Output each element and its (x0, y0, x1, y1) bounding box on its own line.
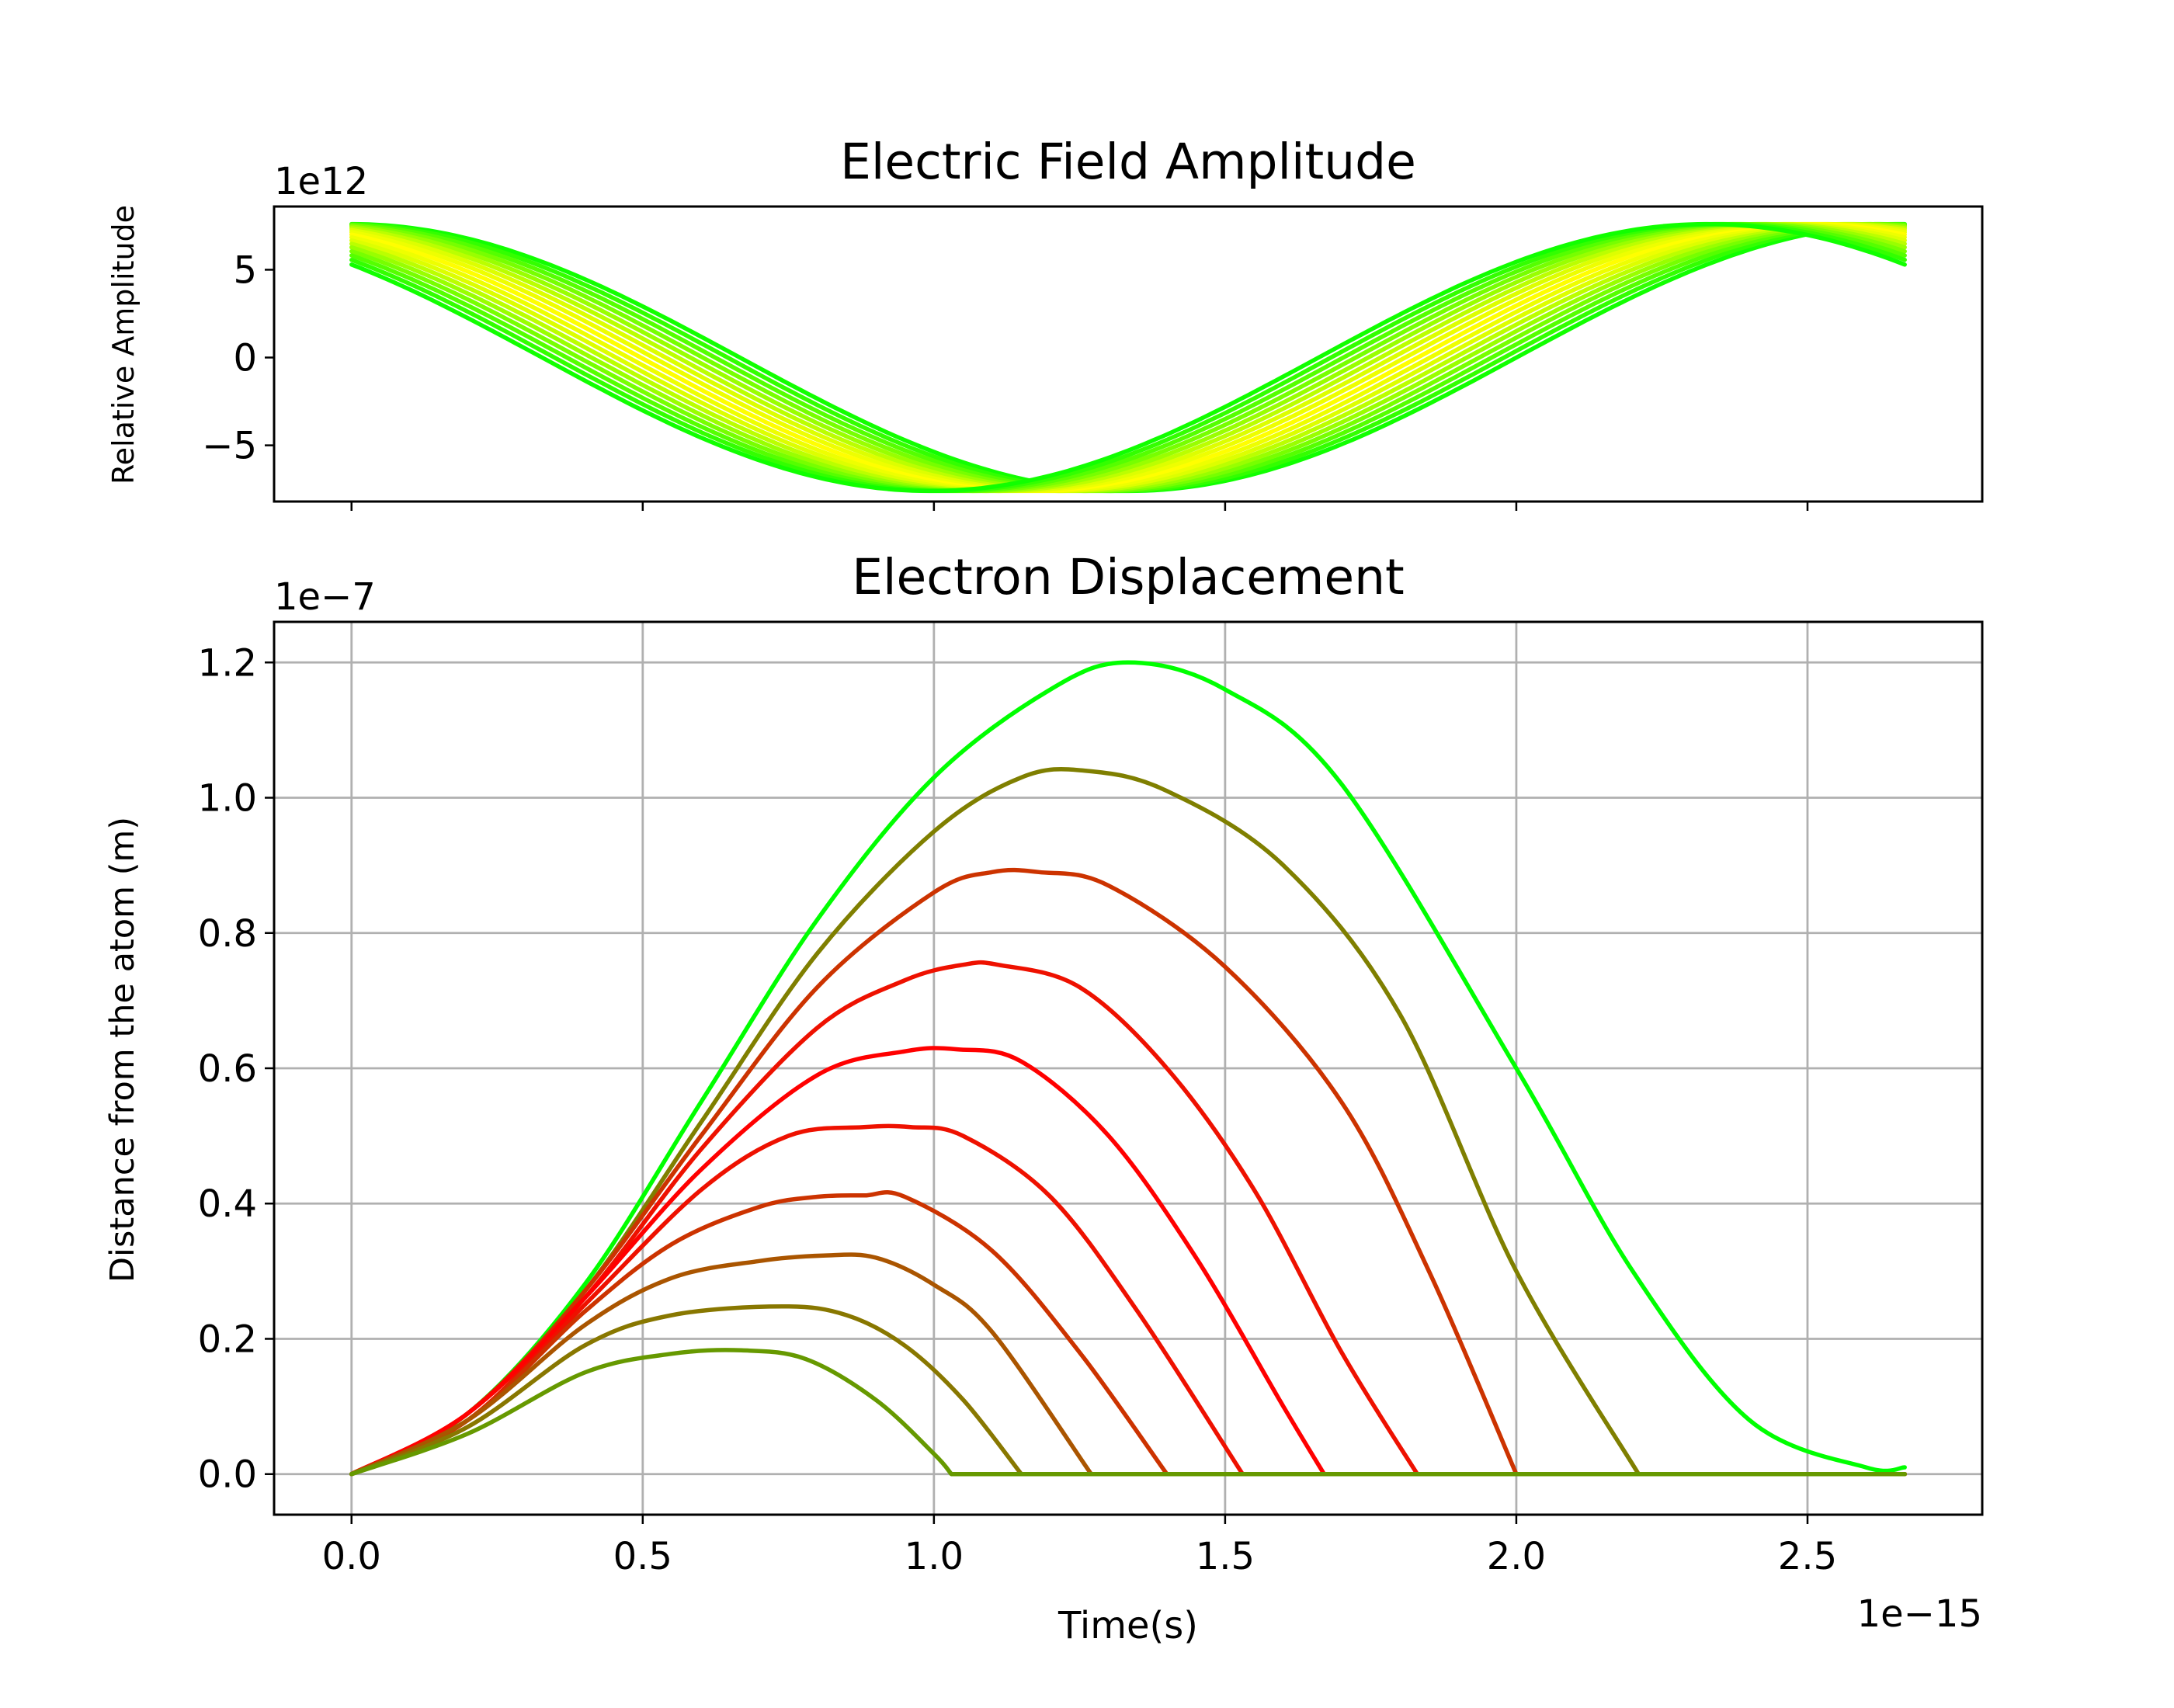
electric-field-panel: Electric Field Amplitude 1e12 Relative A… (106, 134, 1984, 511)
bottom-y-tick-label: 1.2 (198, 641, 257, 685)
displacement-curve (349, 1046, 1907, 1477)
bottom-x-tick-label: 0.5 (613, 1535, 672, 1578)
displacement-curve (349, 660, 1907, 1477)
displacement-curve (349, 766, 1907, 1477)
bottom-ticks: 0.0 0.5 1.0 1.5 2.0 2.5 0.0 0.2 0.4 0.6 0.8 1.0 1.2 (198, 641, 1837, 1578)
bottom-x-tick-label: 1.0 (905, 1535, 964, 1578)
bottom-displacement-curves (349, 660, 1907, 1477)
bottom-y-tick-label: 0.2 (198, 1317, 257, 1361)
bottom-y-multiplier: 1e−7 (274, 575, 376, 619)
field-curve (349, 221, 1907, 494)
displacement-curve (349, 960, 1907, 1477)
bottom-axes-frame (273, 620, 1984, 1516)
field-curve (349, 221, 1907, 494)
bottom-x-tick-label: 0.0 (322, 1535, 381, 1578)
top-x-tickmarks (350, 502, 1809, 511)
bottom-y-tick-label: 1.0 (198, 777, 257, 821)
top-axes-frame (273, 205, 1984, 503)
top-field-curves (349, 221, 1907, 494)
top-y-tick-label: 0 (233, 337, 257, 380)
displacement-curve (349, 867, 1907, 1477)
bottom-y-tick-label: 0.8 (198, 912, 257, 956)
bottom-x-tick-label: 2.5 (1778, 1535, 1837, 1578)
top-y-multiplier: 1e12 (274, 160, 368, 203)
top-y-tick-label: 5 (233, 248, 257, 292)
displacement-curve (349, 1189, 1907, 1477)
bottom-chart-title: Electron Displacement (852, 549, 1405, 606)
top-y-ticks: −5 0 5 (202, 248, 274, 468)
field-curve (349, 221, 1907, 494)
field-curve (349, 221, 1907, 494)
bottom-y-tick-label: 0.0 (198, 1453, 257, 1497)
bottom-x-multiplier: 1e−15 (1857, 1592, 1982, 1636)
top-chart-title: Electric Field Amplitude (840, 134, 1416, 190)
bottom-x-tick-label: 2.0 (1487, 1535, 1546, 1578)
field-curve (349, 221, 1907, 494)
field-curve (349, 221, 1907, 494)
bottom-x-tick-label: 1.5 (1196, 1535, 1255, 1578)
electron-displacement-panel: Electron Displacement 1e−7 Distance from… (103, 549, 1984, 1647)
bottom-grid (274, 622, 1982, 1515)
field-curve (349, 221, 1907, 494)
field-curve (349, 221, 1907, 494)
displacement-curve (349, 1348, 1907, 1477)
field-curve (349, 221, 1907, 494)
top-y-axis-label: Relative Amplitude (106, 205, 141, 484)
bottom-x-axis-label: Time(s) (1057, 1604, 1198, 1647)
bottom-y-tick-label: 0.4 (198, 1182, 257, 1226)
bottom-y-axis-label: Distance from the atom (m) (103, 817, 142, 1283)
bottom-y-tick-label: 0.6 (198, 1047, 257, 1091)
top-y-tick-label: −5 (202, 425, 257, 468)
